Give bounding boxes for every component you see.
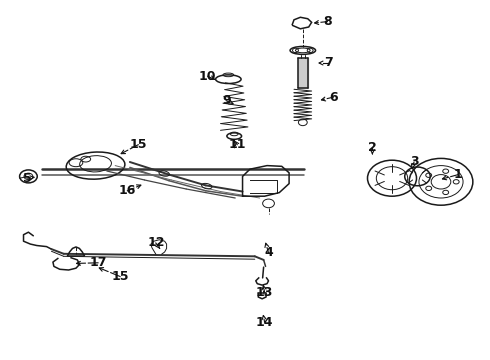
Text: 8: 8 (323, 15, 332, 28)
Text: 10: 10 (199, 70, 217, 83)
Polygon shape (298, 58, 308, 88)
Text: 2: 2 (368, 141, 377, 154)
Text: 15: 15 (129, 138, 147, 151)
Text: 15: 15 (111, 270, 129, 283)
Text: 4: 4 (264, 246, 273, 259)
Text: 17: 17 (89, 256, 107, 269)
Text: 14: 14 (256, 316, 273, 329)
Text: 7: 7 (324, 57, 333, 69)
Text: 5: 5 (23, 172, 31, 185)
Text: 13: 13 (256, 286, 273, 299)
Text: 3: 3 (410, 156, 418, 168)
Text: 1: 1 (454, 168, 463, 181)
Text: 9: 9 (222, 94, 231, 107)
Text: 6: 6 (329, 91, 338, 104)
Text: 16: 16 (119, 184, 136, 197)
Text: 12: 12 (147, 237, 165, 249)
Text: 11: 11 (228, 138, 246, 151)
